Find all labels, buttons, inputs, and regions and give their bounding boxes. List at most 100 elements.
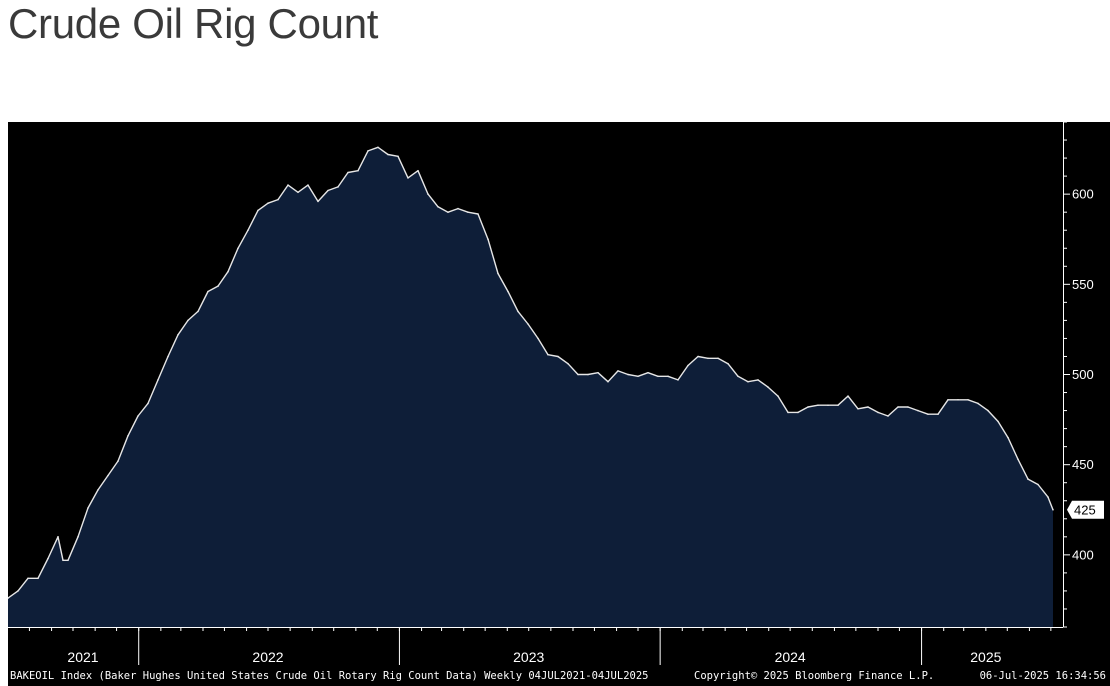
data-point	[267, 202, 269, 204]
data-point	[227, 270, 229, 273]
data-point	[317, 200, 319, 203]
y-tick-label: 450	[1072, 457, 1094, 472]
data-point	[677, 379, 679, 381]
data-point	[507, 290, 509, 293]
data-point	[167, 355, 169, 358]
series-area	[8, 147, 1053, 628]
data-point	[807, 406, 809, 408]
data-point	[77, 536, 79, 538]
data-point	[397, 155, 399, 158]
data-point	[977, 402, 979, 405]
last-value-label: 425	[1074, 502, 1096, 517]
data-point	[277, 198, 279, 201]
data-point	[527, 323, 529, 325]
data-point	[437, 206, 439, 208]
y-axis: 400 450 500 550 600 425	[1063, 122, 1104, 628]
data-point	[47, 557, 49, 560]
page-title: Crude Oil Rig Count	[8, 0, 379, 47]
data-point	[837, 404, 839, 407]
data-point	[127, 435, 129, 437]
x-tick-label: 2025	[970, 649, 1001, 665]
data-point	[757, 379, 759, 381]
footer-description: BAKEOIL Index (Baker Hughes United State…	[10, 670, 648, 682]
data-point	[62, 559, 64, 562]
data-point	[607, 380, 609, 383]
data-point	[1052, 509, 1054, 511]
data-point	[727, 362, 729, 365]
data-point	[907, 406, 909, 408]
data-point	[997, 420, 999, 423]
data-point	[97, 489, 99, 491]
y-tick-label: 550	[1072, 277, 1094, 292]
last-value-badge	[1067, 500, 1104, 519]
data-point	[487, 238, 489, 240]
x-tick-label: 2024	[775, 649, 806, 665]
plot-area	[8, 146, 1054, 628]
data-point	[357, 169, 359, 172]
data-point	[57, 536, 59, 538]
data-point	[247, 229, 249, 231]
x-tick-label: 2021	[67, 649, 98, 665]
data-point	[417, 169, 419, 172]
data-point	[547, 353, 549, 356]
data-point	[927, 413, 929, 416]
data-point	[827, 404, 829, 407]
data-point	[1027, 478, 1029, 480]
data-point	[197, 310, 199, 313]
data-point	[517, 310, 519, 313]
footer-timestamp: 06-Jul-2025 16:34:56	[980, 670, 1106, 682]
data-point	[207, 290, 209, 293]
data-point	[647, 371, 649, 374]
data-point	[307, 184, 309, 186]
data-point	[27, 577, 29, 580]
data-point	[747, 380, 749, 383]
data-point	[947, 399, 949, 401]
data-point	[557, 355, 559, 358]
data-point	[667, 375, 669, 378]
data-point	[217, 285, 219, 287]
data-point	[117, 460, 119, 462]
data-point	[177, 334, 179, 336]
data-point	[137, 415, 139, 417]
data-point	[467, 211, 469, 213]
data-point	[537, 337, 539, 340]
data-point	[497, 272, 499, 275]
data-point	[627, 373, 629, 376]
data-point	[327, 189, 329, 192]
data-point	[147, 402, 149, 405]
data-point	[887, 415, 889, 417]
x-tick-label: 2022	[252, 649, 283, 665]
data-point	[897, 406, 899, 408]
chart-footer: BAKEOIL Index (Baker Hughes United State…	[10, 670, 1106, 682]
data-point	[87, 507, 89, 509]
y-tick-label: 400	[1072, 547, 1094, 562]
data-point	[287, 184, 289, 186]
data-point	[587, 373, 589, 376]
data-point	[37, 577, 39, 580]
data-point	[597, 371, 599, 374]
data-point	[297, 191, 299, 194]
data-point	[617, 370, 619, 372]
data-point	[577, 373, 579, 376]
data-point	[337, 186, 339, 188]
data-point	[17, 590, 19, 592]
data-point	[447, 211, 449, 213]
data-point	[67, 559, 69, 562]
data-point	[697, 355, 699, 358]
data-point	[797, 411, 799, 414]
data-point	[107, 474, 109, 477]
data-point	[387, 153, 389, 156]
data-point	[427, 193, 429, 195]
data-point	[857, 408, 859, 410]
data-point	[367, 150, 369, 152]
data-point	[877, 411, 879, 414]
data-point	[687, 364, 689, 367]
data-point	[1037, 483, 1039, 486]
data-point	[987, 409, 989, 412]
data-point	[817, 404, 819, 407]
data-point	[477, 213, 479, 215]
data-point	[787, 411, 789, 414]
data-point	[847, 395, 849, 397]
data-point	[1047, 496, 1049, 498]
